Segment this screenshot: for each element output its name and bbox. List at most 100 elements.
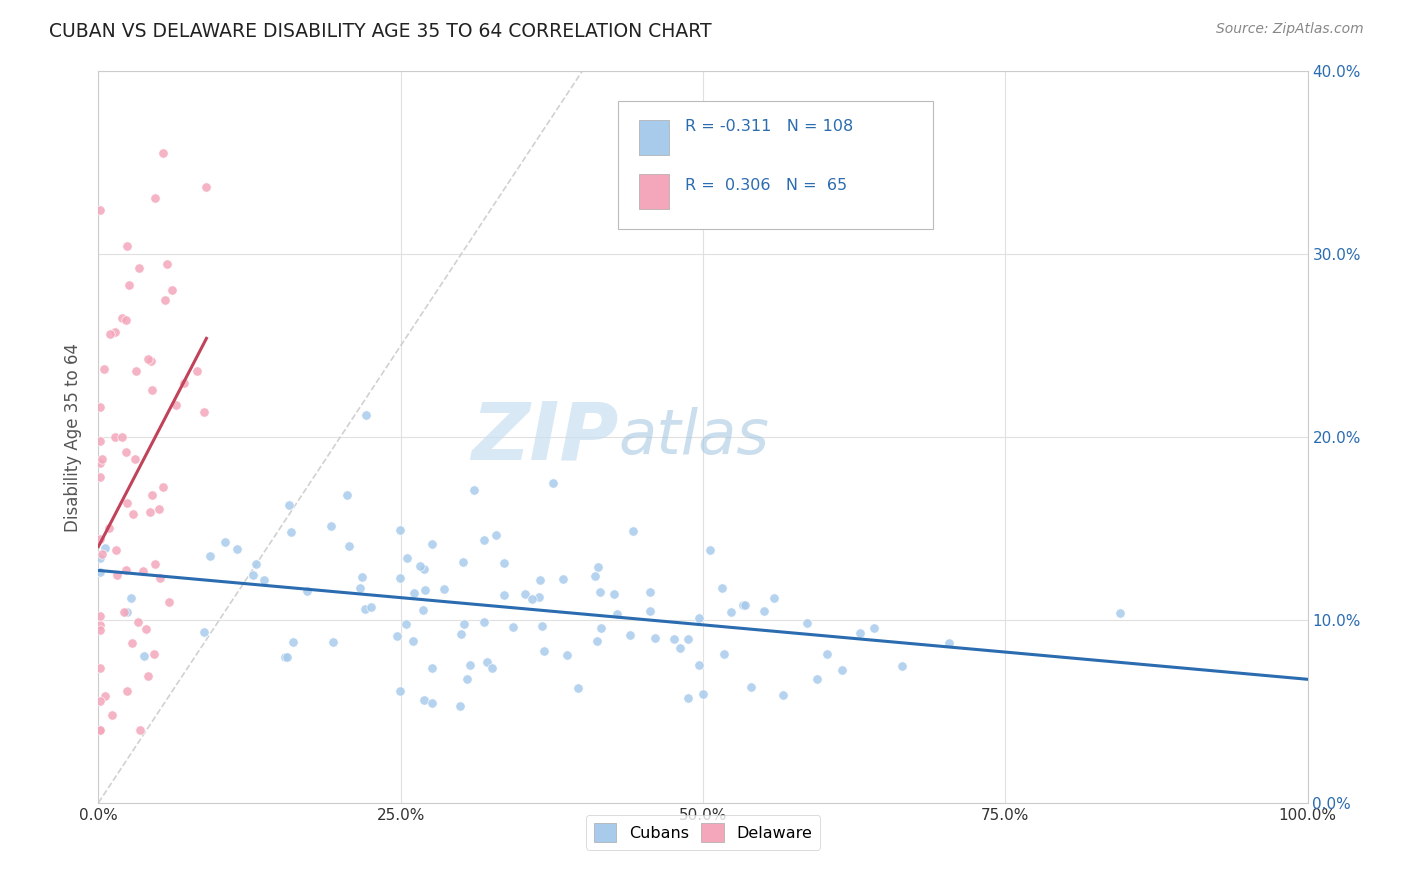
- Point: [472, 533, 495, 547]
- Point: [115, 605, 138, 619]
- Point: [127, 615, 149, 629]
- Point: [676, 632, 699, 647]
- Point: [281, 635, 304, 649]
- Point: [132, 564, 155, 578]
- Point: [101, 707, 124, 722]
- Point: [89, 723, 111, 737]
- Point: [606, 607, 628, 622]
- Point: [115, 312, 138, 326]
- Point: [98, 521, 121, 535]
- Point: [551, 572, 574, 586]
- Point: [89, 470, 111, 484]
- Point: [153, 293, 176, 308]
- Point: [522, 592, 544, 607]
- Point: [513, 587, 536, 601]
- Point: [141, 488, 163, 502]
- Point: [402, 633, 425, 648]
- Point: [138, 505, 160, 519]
- Point: [502, 620, 524, 634]
- Point: [688, 610, 710, 624]
- Point: [849, 625, 872, 640]
- Point: [449, 698, 471, 713]
- Point: [603, 587, 626, 601]
- Point: [586, 560, 609, 574]
- Point: [122, 507, 145, 521]
- Point: [111, 430, 134, 444]
- Point: [335, 488, 357, 502]
- Point: [142, 648, 165, 662]
- Point: [644, 631, 666, 645]
- Point: [589, 621, 612, 635]
- Point: [433, 582, 456, 597]
- Point: [91, 547, 114, 561]
- Point: [93, 362, 115, 376]
- Point: [295, 583, 318, 598]
- Point: [89, 694, 111, 708]
- Point: [475, 656, 498, 670]
- Point: [699, 543, 721, 558]
- Point: [195, 179, 218, 194]
- Text: ZIP: ZIP: [471, 398, 619, 476]
- Point: [118, 277, 141, 292]
- Point: [713, 648, 735, 662]
- Point: [456, 672, 478, 686]
- Point: [458, 658, 481, 673]
- Point: [388, 683, 411, 698]
- Point: [89, 624, 111, 638]
- Point: [117, 239, 139, 253]
- Point: [530, 619, 553, 633]
- Point: [193, 405, 215, 419]
- Point: [160, 283, 183, 297]
- Text: CUBAN VS DELAWARE DISABILITY AGE 35 TO 64 CORRELATION CHART: CUBAN VS DELAWARE DISABILITY AGE 35 TO 6…: [49, 22, 711, 41]
- Point: [135, 622, 157, 636]
- Point: [413, 582, 436, 597]
- Point: [404, 586, 426, 600]
- Point: [89, 723, 111, 737]
- Point: [125, 363, 148, 377]
- Point: [740, 680, 762, 694]
- Point: [89, 565, 111, 579]
- Point: [89, 550, 111, 565]
- Point: [472, 615, 495, 629]
- Point: [136, 669, 159, 683]
- Point: [90, 451, 112, 466]
- Point: [89, 456, 111, 470]
- Point: [664, 632, 686, 647]
- Point: [527, 590, 550, 604]
- Point: [349, 581, 371, 595]
- Text: Source: ZipAtlas.com: Source: ZipAtlas.com: [1216, 22, 1364, 37]
- Point: [280, 524, 302, 539]
- Point: [763, 591, 786, 606]
- Point: [669, 641, 692, 656]
- Point: [734, 598, 756, 612]
- Point: [354, 602, 377, 616]
- Point: [588, 585, 610, 599]
- FancyBboxPatch shape: [638, 120, 669, 155]
- Point: [463, 483, 485, 498]
- Point: [89, 401, 111, 415]
- Point: [129, 723, 152, 737]
- Point: [413, 693, 436, 707]
- Point: [494, 589, 516, 603]
- Point: [731, 598, 754, 612]
- Point: [360, 599, 382, 614]
- Point: [350, 570, 373, 584]
- Point: [450, 626, 472, 640]
- Point: [148, 502, 170, 516]
- Point: [796, 615, 818, 630]
- Point: [89, 434, 111, 448]
- Point: [585, 634, 607, 648]
- Point: [619, 628, 641, 642]
- Point: [89, 532, 111, 546]
- Text: R =  0.306   N =  65: R = 0.306 N = 65: [685, 178, 846, 193]
- Point: [395, 617, 418, 632]
- Point: [541, 475, 564, 490]
- Point: [245, 557, 267, 571]
- Point: [692, 687, 714, 701]
- Point: [389, 523, 412, 537]
- Point: [242, 568, 264, 582]
- Point: [128, 261, 150, 276]
- Legend: Cubans, Delaware: Cubans, Delaware: [585, 815, 821, 850]
- Point: [114, 563, 136, 577]
- Point: [388, 571, 411, 585]
